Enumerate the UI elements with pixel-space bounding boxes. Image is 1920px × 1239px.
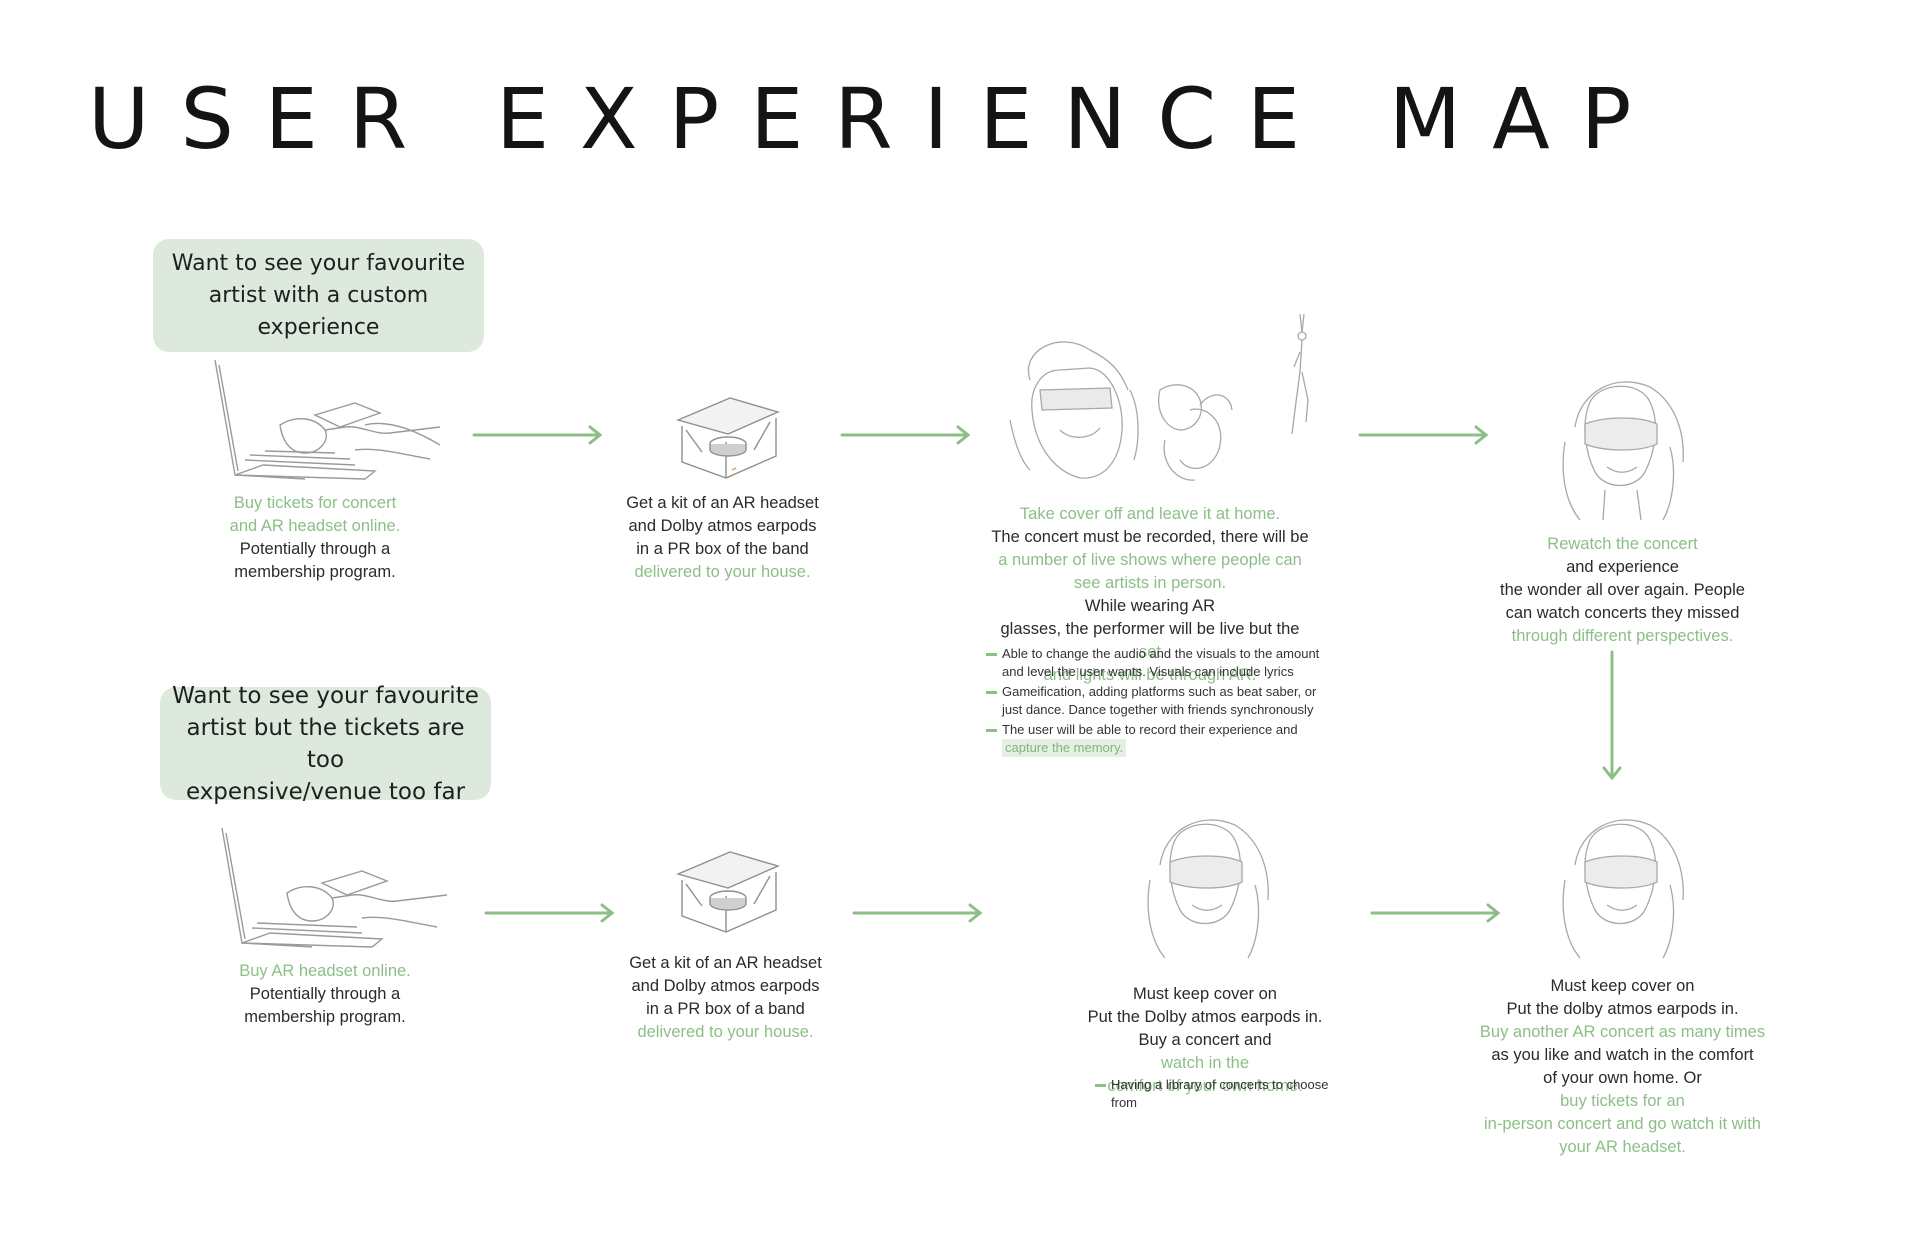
highlighted-text: capture the memory. [1002,739,1127,757]
top-scenario-bubble: Want to see your favourite artist with a… [153,239,484,352]
dancer-illustration [1291,313,1309,435]
note-item: Having a library of concerts to choose f… [1095,1076,1355,1112]
bottom-step4-caption: Must keep cover on Put the dolby atmos e… [1479,977,1766,1156]
top-step2-caption: Get a kit of an AR headset and Dolby atm… [626,494,819,581]
note-item: The user will be able to record their ex… [986,721,1346,757]
laptop-hands-illustration-bottom [221,827,448,948]
top-step3-caption: Take cover off and leave it at home. The… [991,505,1309,684]
kit-box-illustration-bottom [675,851,781,933]
ar-headset-face-illustration-bottom-mid [1147,819,1269,959]
bottom-step1-caption: Buy AR headset online. Potentially throu… [239,962,411,1026]
kit-box-illustration [675,397,781,479]
top-step3-notes: Able to change the audio and the visuals… [986,645,1346,759]
note-item: Gameification, adding platforms such as … [986,683,1346,719]
arrow-bottom-3 [1370,903,1501,923]
ar-headset-face-illustration [1562,381,1684,521]
bottom-step3-caption: Must keep cover on Put the Dolby atmos e… [1087,985,1323,1095]
note-item: Able to change the audio and the visuals… [986,645,1346,681]
arrow-bottom-2 [852,903,983,923]
ar-concert-illustration [1009,341,1233,481]
bottom-step2-caption: Get a kit of an AR headset and Dolby atm… [629,954,822,1041]
top-step4-caption: Rewatch the concert and experience the w… [1500,535,1745,645]
bottom-step3-notes: Having a library of concerts to choose f… [1095,1076,1355,1114]
arrow-bottom-1 [484,903,615,923]
page-title: USER EXPERIENCE MAP [88,70,1663,168]
ar-headset-face-illustration-bottom-right [1562,819,1684,959]
arrow-top-1 [472,425,603,445]
bottom-scenario-bubble: Want to see your favourite artist but th… [160,683,491,805]
arrow-top-2 [840,425,971,445]
arrow-top-3 [1358,425,1489,445]
laptop-hands-illustration [214,359,441,480]
top-step1-caption: Buy tickets for concert and AR headset o… [229,494,401,581]
arrow-down [1602,650,1622,781]
